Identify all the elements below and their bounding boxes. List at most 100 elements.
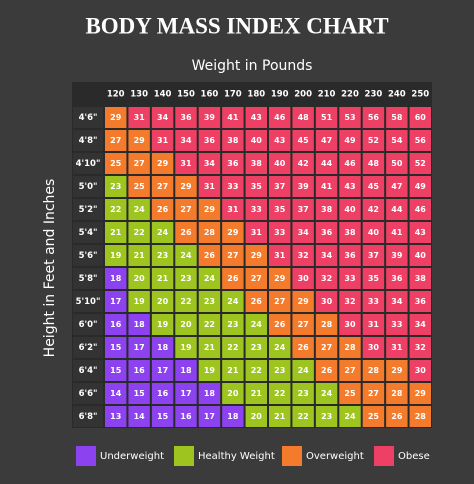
- cell-value: 47: [391, 182, 402, 191]
- cell: [128, 222, 150, 243]
- cell: [269, 337, 291, 358]
- cell-value: 52: [368, 136, 379, 145]
- cell-value: 27: [180, 205, 191, 214]
- cell-value: 33: [344, 274, 355, 283]
- cell: [315, 199, 338, 220]
- cell: [292, 245, 314, 266]
- cell-value: 25: [134, 182, 146, 191]
- column-header: 200: [294, 90, 312, 100]
- cell-value: 26: [321, 366, 333, 375]
- y-label: Height in Feet and Inches: [42, 179, 58, 358]
- cell-value: 28: [368, 366, 380, 375]
- cell-value: 40: [344, 205, 356, 214]
- cell-value: 29: [415, 389, 427, 398]
- cell: [105, 337, 127, 358]
- cell-value: 18: [227, 412, 239, 421]
- cell: [222, 176, 244, 197]
- cell-value: 13: [110, 412, 121, 421]
- cell-value: 25: [110, 159, 122, 168]
- cell-value: 24: [134, 205, 146, 214]
- cell: [175, 199, 197, 220]
- cell: [128, 268, 150, 289]
- cell: [315, 153, 338, 174]
- cell: [292, 130, 314, 151]
- cell: [245, 291, 267, 312]
- cell: [386, 314, 408, 335]
- cell: [105, 176, 127, 197]
- column-header: 150: [177, 90, 195, 100]
- cell-value: 24: [227, 297, 239, 306]
- column-header: 170: [224, 90, 242, 100]
- cell-value: 35: [368, 274, 380, 283]
- cell: [339, 245, 361, 266]
- row-header: 6'6": [79, 389, 98, 399]
- legend-label: Underweight: [100, 451, 164, 462]
- cell: [105, 406, 127, 427]
- cell: [292, 337, 314, 358]
- cell-value: 34: [415, 320, 427, 329]
- cell-value: 36: [180, 113, 192, 122]
- cell-value: 46: [415, 205, 427, 214]
- cell-value: 28: [391, 389, 403, 398]
- cell-value: 29: [227, 228, 239, 237]
- cell-value: 21: [274, 412, 286, 421]
- cell-value: 27: [368, 389, 379, 398]
- cell-value: 50: [391, 159, 403, 168]
- cell: [315, 291, 338, 312]
- cell: [386, 245, 408, 266]
- row-header: 6'8": [79, 412, 98, 422]
- cell: [128, 153, 150, 174]
- cell: [362, 268, 385, 289]
- cell-value: 20: [157, 297, 169, 306]
- cell: [362, 107, 385, 128]
- cell-value: 37: [274, 182, 285, 191]
- cell: [362, 222, 385, 243]
- cell: [198, 406, 221, 427]
- cell-value: 22: [110, 205, 121, 214]
- cell: [292, 153, 314, 174]
- cell: [409, 176, 431, 197]
- cell-value: 31: [134, 113, 146, 122]
- cell: [222, 314, 244, 335]
- cell: [409, 130, 431, 151]
- cell-value: 38: [227, 136, 239, 145]
- cell: [269, 222, 291, 243]
- cell-value: 34: [298, 228, 310, 237]
- cell: [151, 291, 174, 312]
- cell-value: 29: [274, 274, 286, 283]
- cell-value: 23: [157, 251, 168, 260]
- cell: [386, 268, 408, 289]
- cell: [245, 337, 267, 358]
- cell-value: 32: [344, 297, 355, 306]
- cell: [105, 383, 127, 404]
- row-header: 5'6": [79, 251, 98, 261]
- cell: [292, 176, 314, 197]
- cell-value: 28: [321, 320, 333, 329]
- cell: [245, 406, 267, 427]
- cell: [128, 291, 150, 312]
- cell-value: 23: [180, 274, 191, 283]
- cell: [245, 314, 267, 335]
- cell-value: 34: [321, 251, 333, 260]
- cell-value: 43: [344, 182, 355, 191]
- cell-value: 24: [180, 251, 192, 260]
- cell: [151, 383, 174, 404]
- cell-value: 40: [251, 136, 263, 145]
- cell: [362, 337, 385, 358]
- cell: [105, 222, 127, 243]
- cell: [245, 107, 267, 128]
- cell: [339, 222, 361, 243]
- legend-swatch: [374, 446, 394, 466]
- cell: [362, 130, 385, 151]
- cell-value: 24: [298, 366, 310, 375]
- cell-value: 27: [227, 251, 238, 260]
- cell-value: 36: [415, 297, 427, 306]
- cell: [409, 314, 431, 335]
- cell: [339, 130, 361, 151]
- cell: [409, 406, 431, 427]
- cell: [315, 130, 338, 151]
- cell-value: 28: [415, 412, 427, 421]
- cell: [128, 176, 150, 197]
- cell: [105, 130, 127, 151]
- cell-value: 19: [134, 297, 146, 306]
